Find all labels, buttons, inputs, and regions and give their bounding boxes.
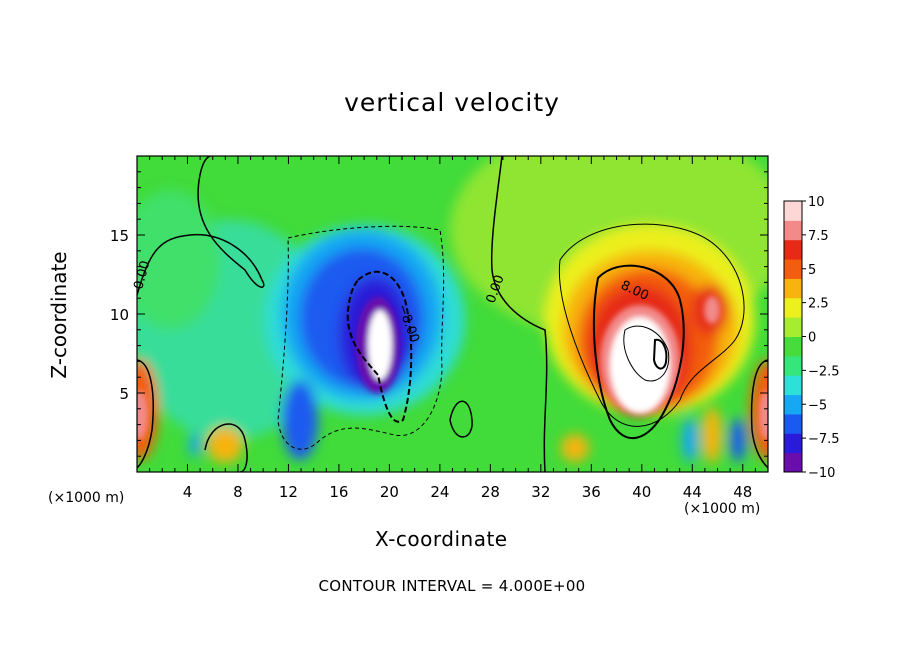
x-tick-label: 12: [279, 483, 298, 501]
colorbar-segment: [784, 201, 802, 221]
colorbar-segment: [784, 452, 802, 473]
colorbar: 10 7.5 5 2.5 0 −2.5 −5 −7.5 −10: [783, 195, 840, 481]
x-tick-label: 16: [329, 483, 348, 501]
colorbar-segment: [784, 355, 802, 376]
x-tick-label: 4: [183, 483, 193, 501]
y-tick-label: 5: [119, 385, 129, 403]
x-tick-label: 44: [683, 483, 702, 501]
colorbar-tick-label: −7.5: [808, 432, 840, 447]
contour-interval-note: CONTOUR INTERVAL = 4.000E+00: [318, 577, 586, 595]
x-tick-label: 40: [632, 483, 651, 501]
x-axis-label: X-coordinate: [375, 527, 508, 551]
colorbar-tick-label: 10: [808, 195, 825, 210]
x-tick-label: 8: [233, 483, 243, 501]
x-tick-label: 20: [380, 483, 399, 501]
x-tick-label: 36: [582, 483, 601, 501]
chart-title: vertical velocity: [344, 88, 560, 117]
colorbar-tick-label: 0: [808, 331, 816, 346]
colorbar-tick-label: −2.5: [808, 364, 840, 379]
contour-lines: [137, 156, 768, 472]
y-tick-label: 10: [110, 306, 129, 324]
colorbar-segment: [784, 394, 802, 415]
colorbar-tick-label: −10: [808, 466, 835, 481]
y-tick-label: 15: [110, 227, 129, 245]
colorbar-segment: [784, 433, 802, 454]
y-axis-label: Z-coordinate: [47, 251, 71, 379]
colorbar-segment: [784, 220, 802, 241]
colorbar-segment: [784, 413, 802, 434]
colorbar-segment: [784, 336, 802, 357]
colorbar-tick-label: 2.5: [808, 297, 829, 312]
colorbar-tick-label: 5: [808, 263, 816, 278]
heatmap-field: [137, 156, 768, 472]
x-scale-note-right: (×1000 m): [684, 501, 761, 517]
x-tick-label: 28: [481, 483, 500, 501]
colorbar-segment: [784, 259, 802, 279]
x-scale-note-left: (×1000 m): [48, 490, 125, 506]
x-axis: 4 8 12 16 20 24 28 32 36 40 44 48: [149, 156, 756, 501]
colorbar-tick-label: 7.5: [808, 229, 829, 244]
x-tick-label: 24: [430, 483, 449, 501]
colorbar-segment: [784, 278, 802, 299]
colorbar-segment: [784, 297, 802, 318]
colorbar-segment: [784, 239, 802, 260]
colorbar-segment: [784, 317, 802, 337]
x-tick-label: 32: [531, 483, 550, 501]
y-axis: 5 10 15: [110, 171, 768, 457]
x-tick-label: 48: [733, 483, 752, 501]
colorbar-tick-label: −5: [808, 398, 827, 413]
colorbar-segment: [784, 375, 802, 396]
